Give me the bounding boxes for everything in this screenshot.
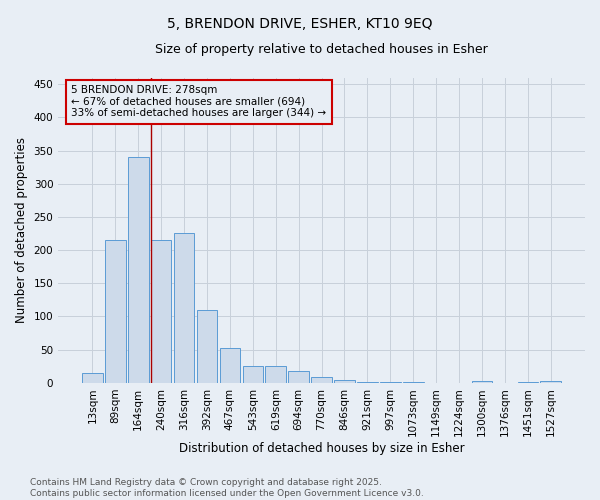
Bar (242, 366, 263, 383)
Bar (174, 234, 194, 383)
Bar (541, 381, 561, 383)
Text: 5 BRENDON DRIVE: 278sqm
← 67% of detached houses are smaller (694)
33% of semi-d: 5 BRENDON DRIVE: 278sqm ← 67% of detache… (71, 85, 326, 118)
Text: Contains HM Land Registry data © Crown copyright and database right 2025.
Contai: Contains HM Land Registry data © Crown c… (30, 478, 424, 498)
Bar (197, 310, 217, 383)
Bar (380, 382, 401, 383)
Bar (151, 240, 172, 383)
Title: Size of property relative to detached houses in Esher: Size of property relative to detached ho… (155, 42, 488, 56)
Bar (334, 380, 355, 383)
Bar (289, 371, 309, 383)
Bar (82, 373, 103, 383)
Text: 5, BRENDON DRIVE, ESHER, KT10 9EQ: 5, BRENDON DRIVE, ESHER, KT10 9EQ (167, 18, 433, 32)
Bar (265, 366, 286, 383)
Bar (311, 377, 332, 383)
Bar (128, 157, 149, 383)
Bar (472, 381, 493, 383)
Bar (357, 382, 378, 383)
Bar (518, 382, 538, 383)
Bar (220, 348, 240, 383)
Bar (105, 240, 125, 383)
Bar (403, 382, 424, 383)
Y-axis label: Number of detached properties: Number of detached properties (15, 137, 28, 323)
X-axis label: Distribution of detached houses by size in Esher: Distribution of detached houses by size … (179, 442, 464, 455)
